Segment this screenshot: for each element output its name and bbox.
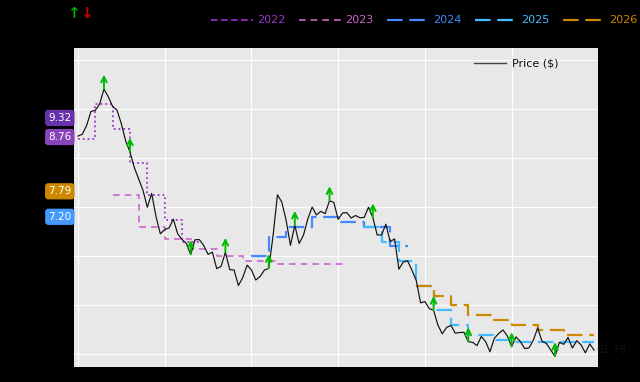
Text: Price ($): Price ($) [512,58,559,68]
Text: 2026: 2026 [609,15,637,25]
Text: ↑: ↑ [67,6,80,21]
Text: 8.76: 8.76 [48,132,72,142]
Text: 7.79: 7.79 [48,186,72,196]
Text: 2023: 2023 [346,15,374,25]
Text: 2025: 2025 [522,15,550,25]
Text: 7.20: 7.20 [48,212,72,222]
Text: 2022: 2022 [257,15,285,25]
Text: ↓: ↓ [80,6,93,21]
Text: 2024: 2024 [433,15,461,25]
Text: 9.32: 9.32 [48,113,72,123]
Text: 61.78: 61.78 [596,345,626,355]
